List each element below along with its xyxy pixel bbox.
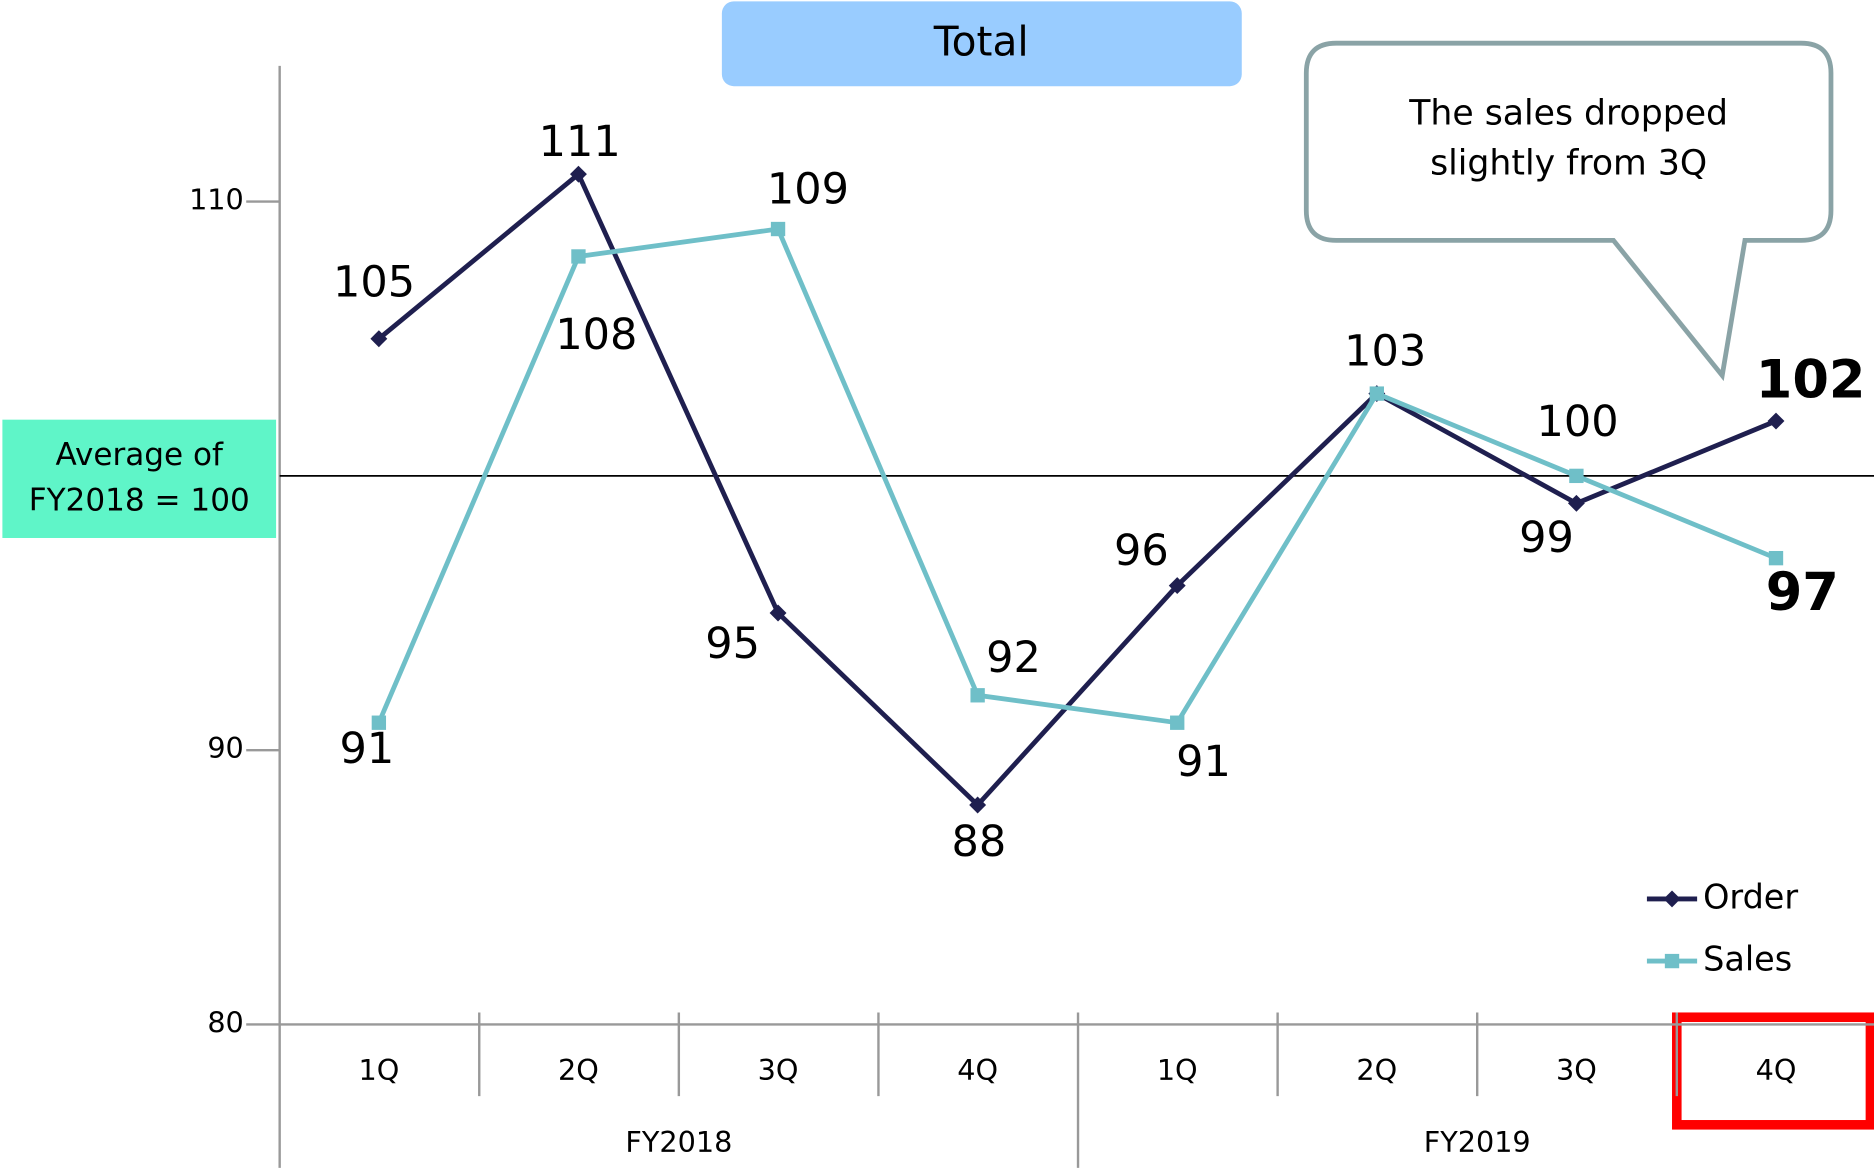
data-label: 91 [1176, 737, 1231, 787]
data-label: 97 [1766, 562, 1839, 623]
group-label: FY2019 [1424, 1125, 1531, 1159]
x-tick-label: 3Q [1556, 1053, 1597, 1087]
x-tick-label: 2Q [1356, 1053, 1397, 1087]
data-label: 102 [1756, 349, 1866, 410]
data-label: 103 [1344, 327, 1426, 377]
marker [1170, 715, 1185, 730]
marker [1567, 494, 1585, 512]
x-tick-label: 4Q [1756, 1053, 1797, 1087]
marker [769, 604, 787, 622]
marker [1768, 550, 1784, 566]
x-tick-label: 1Q [1157, 1053, 1198, 1087]
legend-label: Order [1703, 877, 1798, 916]
series-line [376, 226, 1777, 726]
title-box [721, 1, 1242, 87]
reference-label: Average of FY2018 = 100 [28, 437, 250, 519]
data-label: 105 [333, 257, 415, 307]
data-label: 99 [1519, 513, 1574, 563]
data-label: 91 [340, 724, 395, 774]
marker [370, 330, 388, 348]
data-label: 95 [705, 619, 760, 669]
data-label: 88 [951, 817, 1006, 867]
data-label: 100 [1537, 397, 1619, 447]
data-label: 111 [539, 117, 621, 167]
data-label: 96 [1114, 526, 1169, 576]
legend-marker [1664, 953, 1680, 969]
callout-box: The sales dropped slightly from 3Q [1409, 92, 1729, 184]
marker [1767, 412, 1785, 430]
legend-label: Sales [1703, 940, 1792, 979]
marker [570, 165, 587, 183]
marker [571, 249, 586, 264]
marker [969, 796, 987, 814]
legend-marker [1663, 890, 1681, 908]
y-tick-label: 90 [207, 731, 243, 765]
marker [770, 221, 786, 237]
series-line [377, 170, 1777, 809]
x-tick-label: 2Q [558, 1053, 599, 1087]
chart-title: Total [933, 17, 1029, 65]
data-label: 92 [986, 633, 1041, 683]
reference-box [2, 419, 277, 538]
marker [970, 688, 985, 703]
callout-text: The sales dropped slightly from 3Q [1409, 92, 1729, 184]
marker [1569, 468, 1584, 484]
x-tick-label: 3Q [758, 1053, 799, 1087]
y-tick-label: 80 [207, 1005, 243, 1039]
data-label: 108 [555, 310, 637, 360]
callout [1303, 40, 1834, 382]
marker [1369, 386, 1384, 401]
data-label: 109 [767, 164, 849, 214]
y-tick-label: 110 [189, 183, 244, 217]
x-tick-label: 1Q [358, 1053, 399, 1087]
group-label: FY2018 [625, 1125, 732, 1159]
x-tick-label: 4Q [957, 1053, 998, 1087]
reference-box-text: Average of FY2018 = 100 [28, 437, 250, 519]
marker [371, 715, 387, 730]
